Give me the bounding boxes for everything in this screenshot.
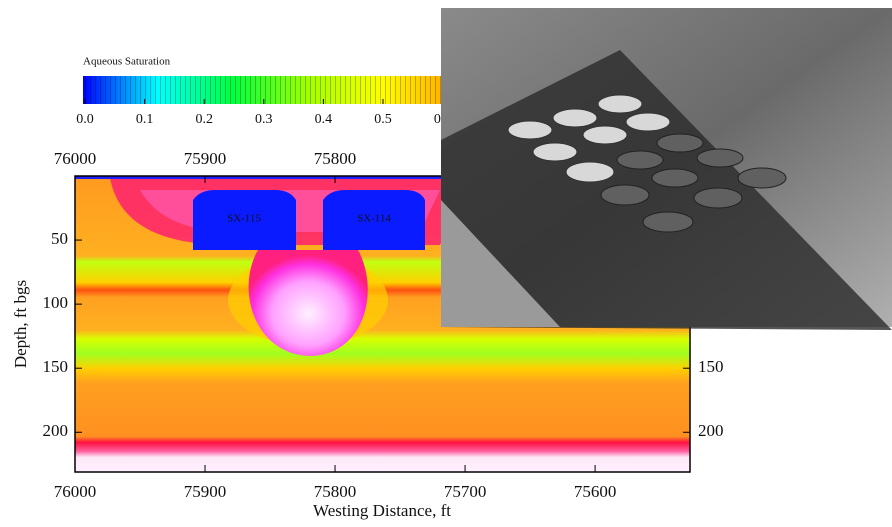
- photo-tank: [553, 109, 597, 127]
- photo-tank: [697, 149, 743, 167]
- x-tick-label: 76000: [54, 482, 97, 501]
- tank-label: SX-115: [227, 213, 261, 225]
- colorbar-label: Aqueous Saturation: [83, 56, 171, 68]
- colorbar-tick-label: 0.3: [255, 112, 273, 127]
- photo-tank: [738, 168, 786, 188]
- colorbar-tick-label: 0.2: [195, 112, 213, 127]
- colorbar-tick-label: 0.4: [315, 112, 333, 127]
- y-tick-label: 100: [43, 293, 69, 312]
- colorbar-tick-label: 0.5: [374, 112, 392, 127]
- photo-tank: [617, 151, 663, 169]
- y-right-tick-label: 150: [698, 357, 724, 376]
- y-tick-label: 50: [51, 229, 68, 248]
- photo-tank: [657, 134, 703, 152]
- photo-tank: [694, 188, 742, 208]
- photo-tank: [598, 95, 642, 113]
- photo: [441, 8, 892, 330]
- x-top-tick-label: 75800: [314, 149, 357, 168]
- x-tick-label: 75700: [444, 482, 487, 501]
- photo-tank: [652, 169, 698, 187]
- colorbar-tick-label: 0.0: [76, 112, 94, 127]
- photo-tank: [533, 143, 577, 161]
- x-top-tick-label: 75900: [184, 149, 227, 168]
- x-tick-label: 75600: [574, 482, 617, 501]
- photo-tank: [601, 185, 649, 205]
- x-axis-label: Westing Distance, ft: [313, 501, 451, 520]
- y-tick-label: 200: [43, 421, 69, 440]
- x-top-tick-label: 76000: [54, 149, 97, 168]
- photo-tank: [583, 126, 627, 144]
- x-tick-label: 75900: [184, 482, 227, 501]
- photo-tank: [508, 121, 552, 139]
- colorbar-tick-label: 0.1: [136, 112, 154, 127]
- tank-label: SX-114: [357, 213, 391, 225]
- photo-tank: [643, 212, 693, 232]
- figure: Aqueous Saturation 0.00.10.20.30.40.50.6…: [0, 0, 892, 522]
- y-tick-label: 150: [43, 357, 69, 376]
- photo-tank: [566, 162, 614, 182]
- y-right-tick-label: 200: [698, 421, 724, 440]
- x-tick-label: 75800: [314, 482, 357, 501]
- photo-tank: [626, 113, 670, 131]
- y-axis-label: Depth, ft bgs: [11, 280, 30, 368]
